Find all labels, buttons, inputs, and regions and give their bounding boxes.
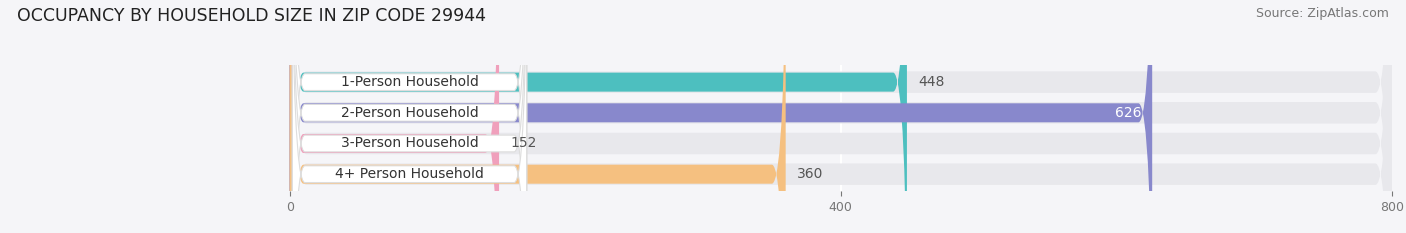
Text: 448: 448 bbox=[918, 75, 945, 89]
Text: 152: 152 bbox=[510, 137, 537, 151]
Text: 2-Person Household: 2-Person Household bbox=[340, 106, 478, 120]
Text: Source: ZipAtlas.com: Source: ZipAtlas.com bbox=[1256, 7, 1389, 20]
FancyBboxPatch shape bbox=[290, 0, 1152, 233]
FancyBboxPatch shape bbox=[290, 0, 1392, 233]
Text: OCCUPANCY BY HOUSEHOLD SIZE IN ZIP CODE 29944: OCCUPANCY BY HOUSEHOLD SIZE IN ZIP CODE … bbox=[17, 7, 486, 25]
FancyBboxPatch shape bbox=[290, 0, 1392, 233]
Text: 3-Person Household: 3-Person Household bbox=[340, 137, 478, 151]
FancyBboxPatch shape bbox=[292, 0, 527, 233]
Text: 1-Person Household: 1-Person Household bbox=[340, 75, 478, 89]
FancyBboxPatch shape bbox=[290, 0, 499, 233]
FancyBboxPatch shape bbox=[290, 0, 1392, 233]
FancyBboxPatch shape bbox=[292, 0, 527, 233]
Text: 4+ Person Household: 4+ Person Household bbox=[335, 167, 484, 181]
FancyBboxPatch shape bbox=[292, 0, 527, 233]
Text: 626: 626 bbox=[1115, 106, 1142, 120]
FancyBboxPatch shape bbox=[290, 0, 907, 233]
FancyBboxPatch shape bbox=[290, 0, 786, 233]
FancyBboxPatch shape bbox=[292, 0, 527, 233]
Text: 360: 360 bbox=[797, 167, 823, 181]
FancyBboxPatch shape bbox=[290, 0, 1392, 233]
